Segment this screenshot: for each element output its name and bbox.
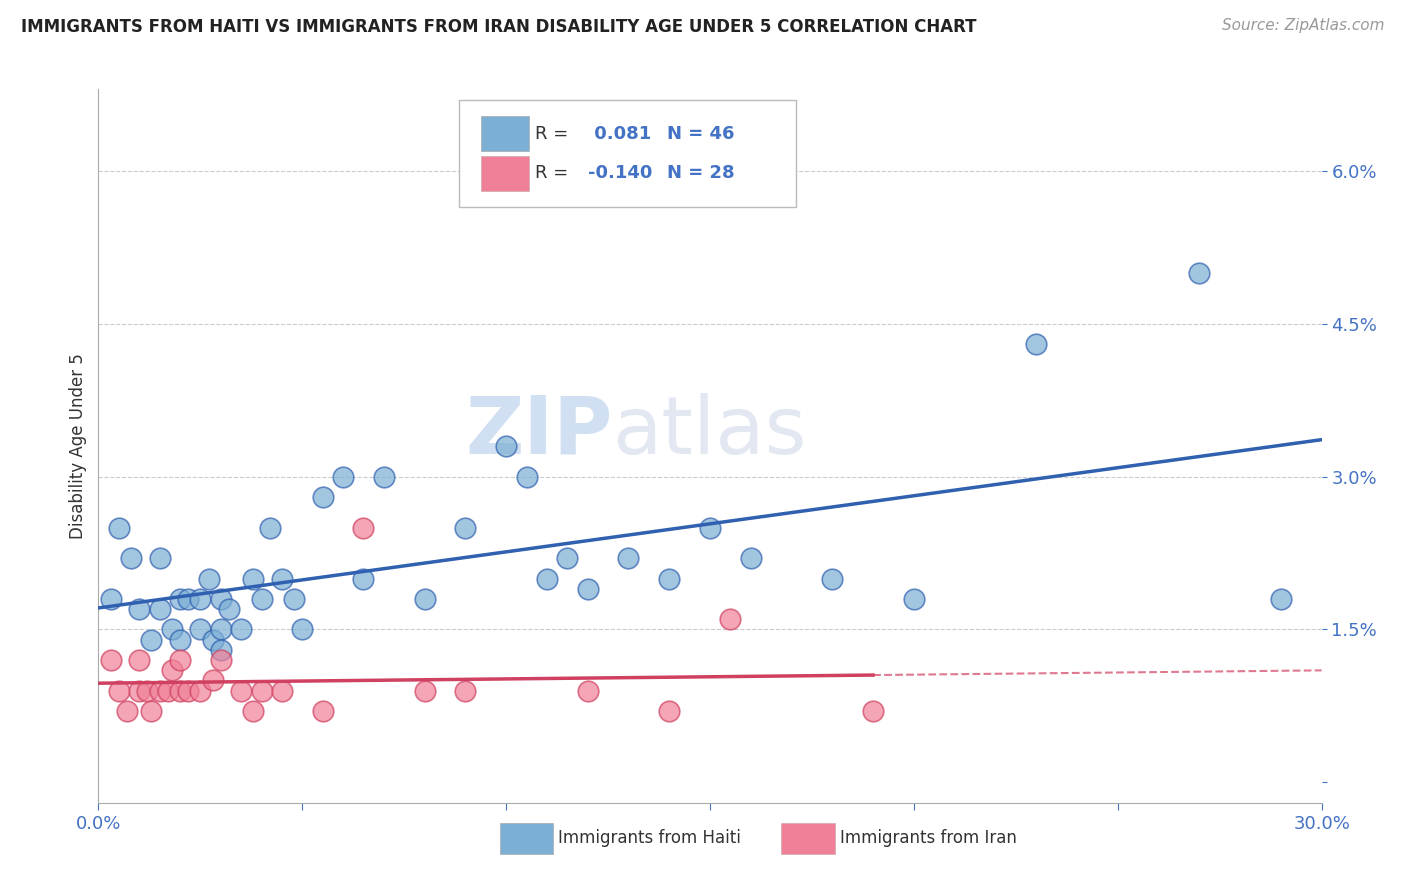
- Text: 0.081: 0.081: [588, 125, 651, 143]
- Point: [903, 591, 925, 606]
- Point: [201, 673, 224, 688]
- Point: [160, 623, 183, 637]
- Point: [188, 591, 212, 606]
- Point: [821, 572, 844, 586]
- Point: [413, 683, 436, 698]
- Text: Immigrants from Iran: Immigrants from Iran: [839, 830, 1017, 847]
- Point: [188, 683, 212, 698]
- Point: [201, 632, 224, 647]
- Text: N = 28: N = 28: [668, 164, 735, 182]
- Point: [128, 683, 150, 698]
- Point: [177, 591, 200, 606]
- Text: -0.140: -0.140: [588, 164, 652, 182]
- Point: [169, 632, 191, 647]
- Point: [862, 704, 884, 718]
- Text: Source: ZipAtlas.com: Source: ZipAtlas.com: [1222, 18, 1385, 33]
- Point: [242, 704, 264, 718]
- Text: R =: R =: [536, 164, 568, 182]
- Point: [149, 683, 172, 698]
- Point: [209, 623, 232, 637]
- Point: [1025, 337, 1047, 351]
- Text: atlas: atlas: [612, 392, 807, 471]
- Point: [231, 623, 253, 637]
- Point: [160, 663, 183, 677]
- FancyBboxPatch shape: [499, 822, 554, 855]
- Point: [141, 704, 163, 718]
- Point: [291, 623, 314, 637]
- Point: [128, 602, 150, 616]
- Point: [209, 643, 232, 657]
- Point: [312, 490, 335, 504]
- Point: [108, 520, 131, 534]
- Point: [454, 520, 477, 534]
- Point: [100, 653, 122, 667]
- Point: [108, 683, 131, 698]
- Point: [283, 591, 305, 606]
- Point: [149, 551, 172, 566]
- Point: [120, 551, 142, 566]
- Point: [270, 572, 294, 586]
- Point: [209, 591, 232, 606]
- FancyBboxPatch shape: [481, 116, 529, 152]
- Point: [188, 623, 212, 637]
- Point: [413, 591, 436, 606]
- Point: [576, 582, 599, 596]
- Point: [373, 469, 395, 483]
- Text: R =: R =: [536, 125, 568, 143]
- Point: [495, 439, 517, 453]
- Point: [699, 520, 721, 534]
- Point: [270, 683, 294, 698]
- Point: [259, 520, 281, 534]
- Point: [352, 520, 374, 534]
- Point: [177, 683, 200, 698]
- Point: [352, 572, 374, 586]
- Point: [141, 632, 163, 647]
- Point: [658, 704, 681, 718]
- Point: [115, 704, 138, 718]
- Point: [658, 572, 681, 586]
- Point: [516, 469, 538, 483]
- Point: [1270, 591, 1292, 606]
- Point: [169, 591, 191, 606]
- Point: [218, 602, 240, 616]
- Point: [197, 572, 219, 586]
- Text: Immigrants from Haiti: Immigrants from Haiti: [558, 830, 741, 847]
- Point: [136, 683, 159, 698]
- Point: [576, 683, 599, 698]
- FancyBboxPatch shape: [460, 100, 796, 207]
- Y-axis label: Disability Age Under 5: Disability Age Under 5: [69, 353, 87, 539]
- Point: [617, 551, 640, 566]
- Point: [169, 683, 191, 698]
- Point: [242, 572, 264, 586]
- Point: [128, 653, 150, 667]
- Point: [718, 612, 742, 626]
- Text: N = 46: N = 46: [668, 125, 735, 143]
- Point: [454, 683, 477, 698]
- Point: [536, 572, 558, 586]
- Point: [312, 704, 335, 718]
- FancyBboxPatch shape: [481, 155, 529, 191]
- Point: [156, 683, 179, 698]
- Text: IMMIGRANTS FROM HAITI VS IMMIGRANTS FROM IRAN DISABILITY AGE UNDER 5 CORRELATION: IMMIGRANTS FROM HAITI VS IMMIGRANTS FROM…: [21, 18, 977, 36]
- Point: [740, 551, 762, 566]
- Point: [555, 551, 579, 566]
- Point: [332, 469, 354, 483]
- FancyBboxPatch shape: [780, 822, 835, 855]
- Point: [100, 591, 122, 606]
- Point: [1188, 266, 1211, 280]
- Point: [231, 683, 253, 698]
- Point: [250, 591, 273, 606]
- Point: [209, 653, 232, 667]
- Point: [149, 602, 172, 616]
- Point: [250, 683, 273, 698]
- Text: ZIP: ZIP: [465, 392, 612, 471]
- Point: [169, 653, 191, 667]
